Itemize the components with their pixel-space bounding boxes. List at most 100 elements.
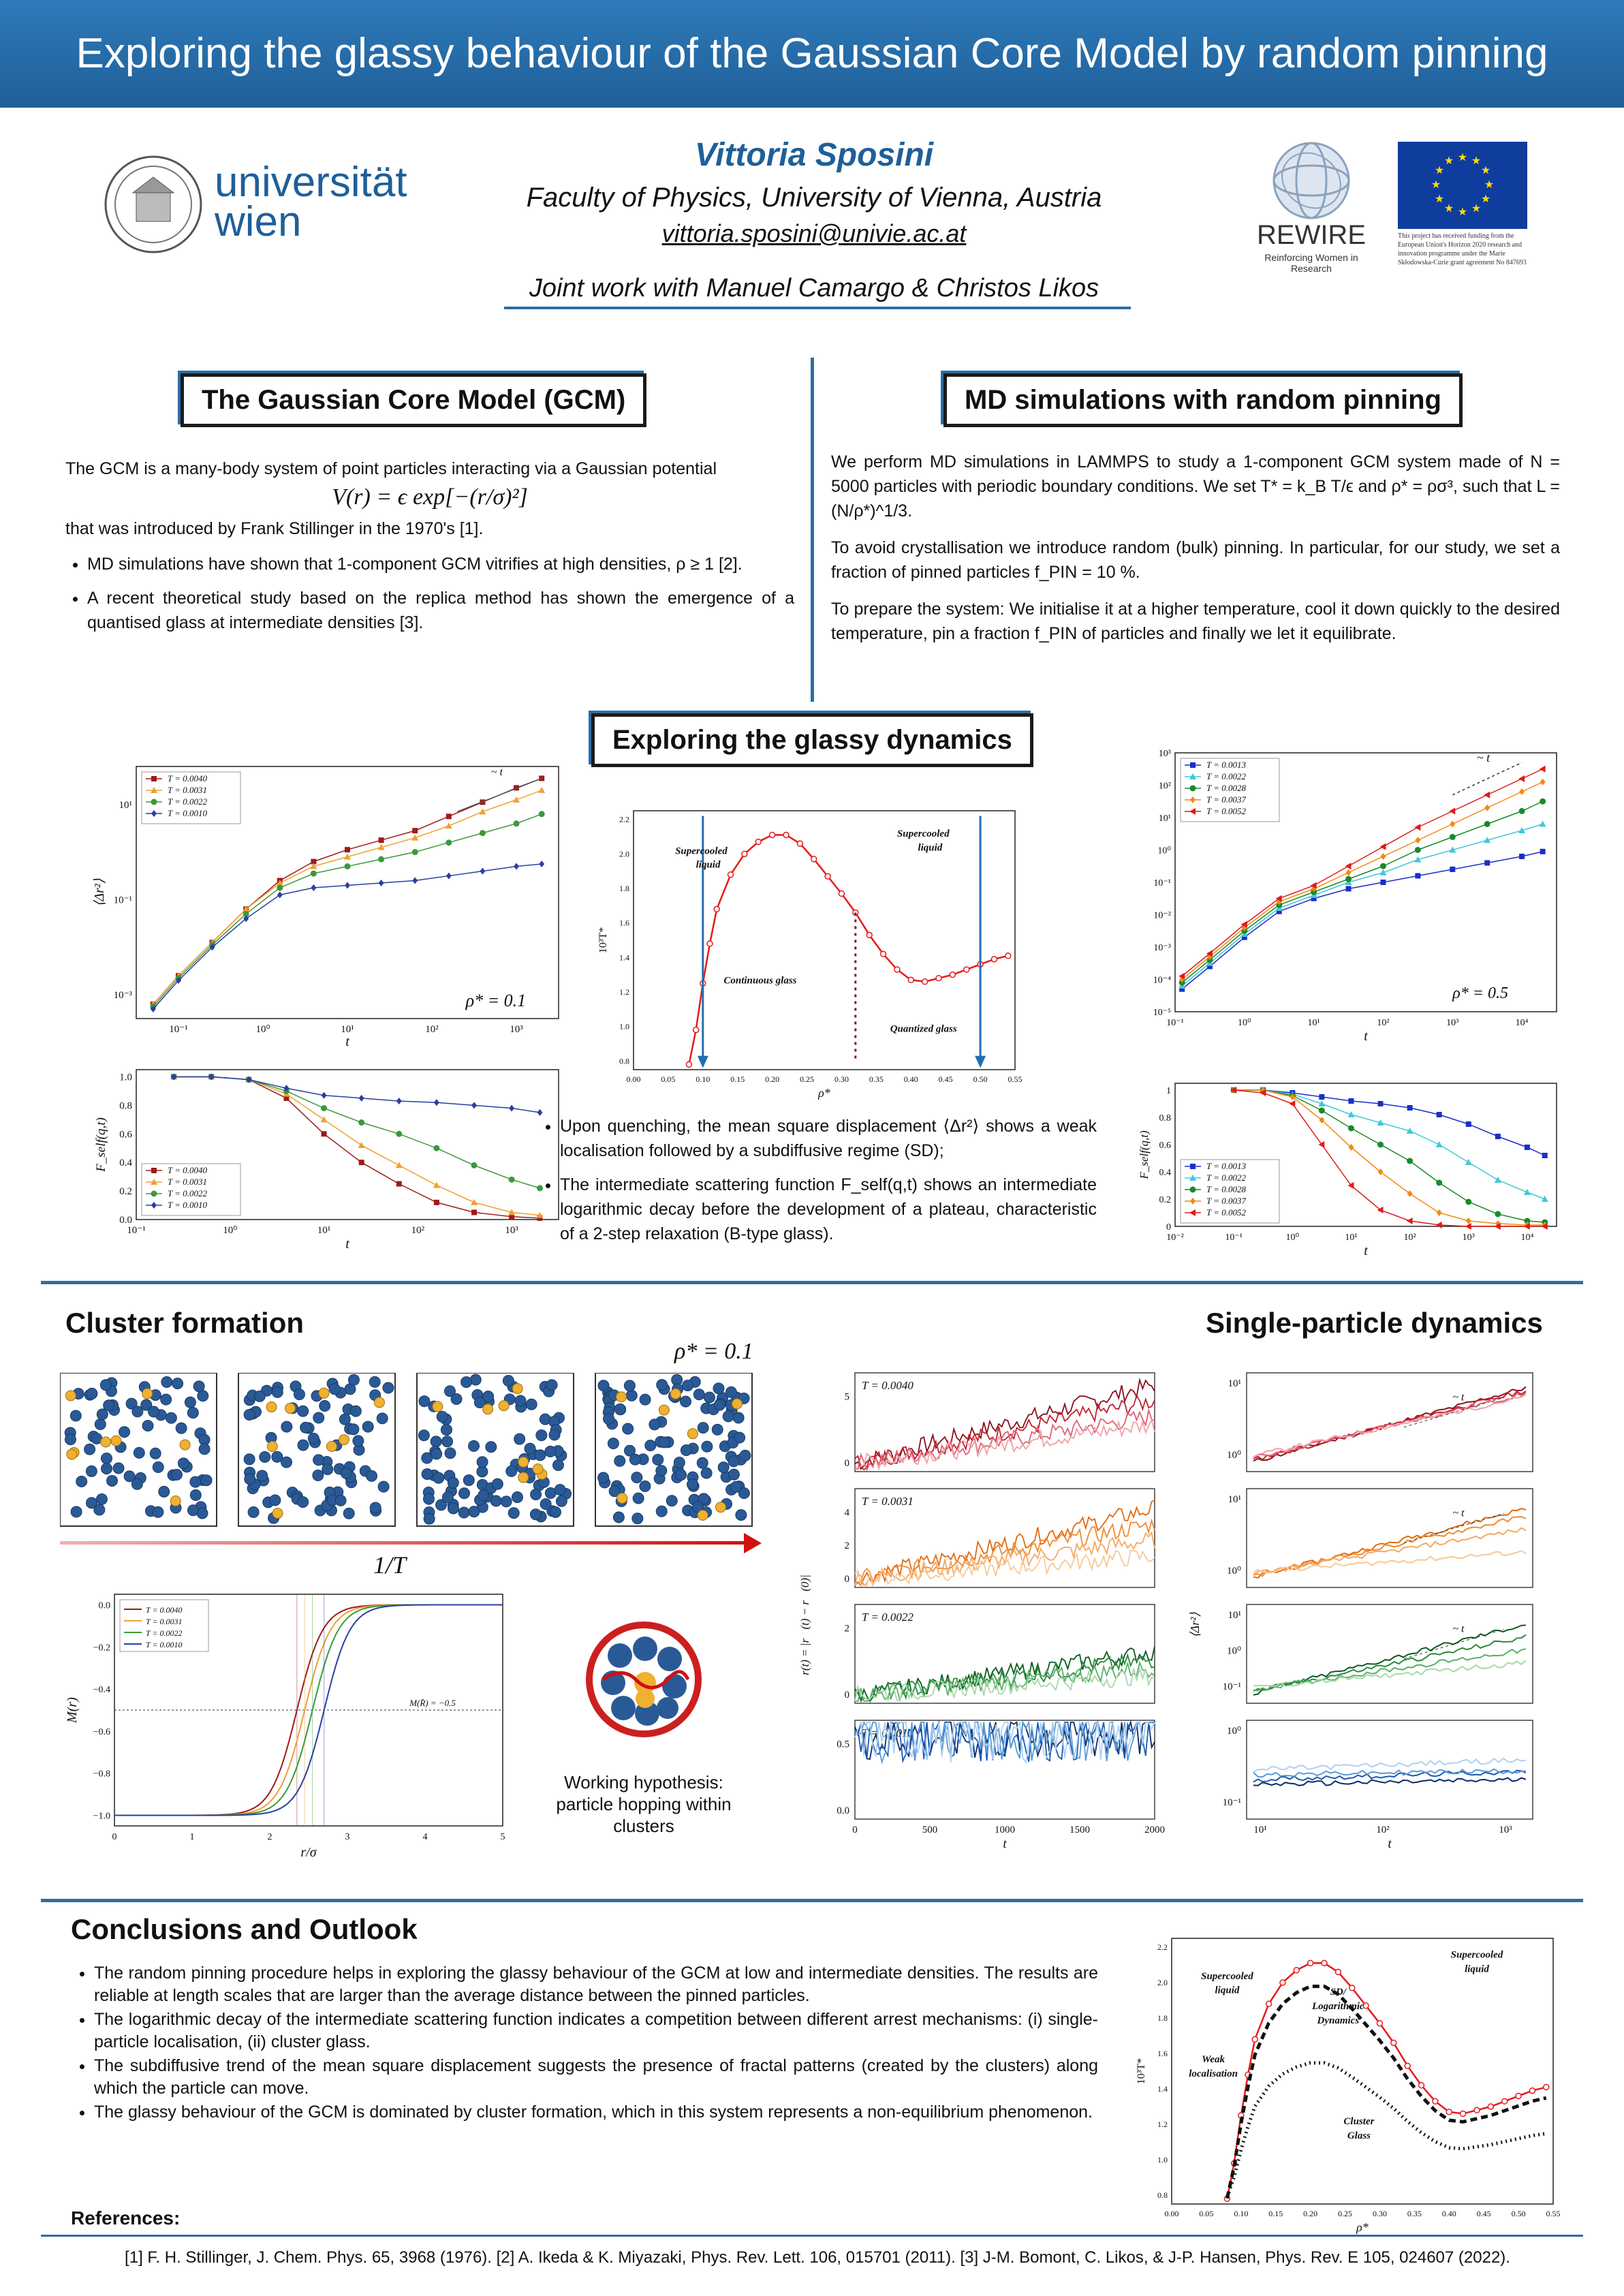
particle: [625, 1389, 638, 1401]
particle: [244, 1473, 256, 1485]
data-point: [171, 1073, 177, 1081]
svg-text:★: ★: [1481, 164, 1490, 176]
data-point: [1189, 773, 1196, 779]
cluster-boundary: [1225, 2061, 1547, 2198]
x-tick-label: 2000: [1144, 1825, 1165, 1835]
data-point: [1501, 2098, 1508, 2105]
x-tick-label: 10¹: [1345, 1232, 1357, 1243]
particle: [540, 1498, 552, 1510]
data-point: [471, 1209, 477, 1215]
x-tick-label: 10¹: [317, 1225, 331, 1236]
msd-line: [1253, 1393, 1527, 1459]
particle: [259, 1450, 271, 1463]
trajectory-line: [854, 1418, 1155, 1471]
particle: [435, 1499, 448, 1511]
particle: [485, 1441, 497, 1453]
data-point: [1379, 869, 1387, 875]
x-tick-label: 0.05: [661, 1074, 675, 1084]
y-tick-label: 0.4: [1159, 1168, 1172, 1178]
panel-frame: [854, 1372, 1155, 1472]
data-point: [509, 1104, 515, 1112]
particle: [70, 1506, 82, 1518]
eu-funding-text: This project has received funding from t…: [1398, 232, 1527, 266]
x-tick-label: 1: [190, 1832, 195, 1842]
particle: [243, 1453, 255, 1465]
y-tick-label: 2: [845, 1540, 850, 1551]
data-point: [538, 811, 545, 818]
hypothesis-caption: Working hypothesis: particle hopping wit…: [556, 1772, 732, 1836]
slope-label: ~ t: [1452, 1392, 1465, 1403]
data-point: [1487, 2103, 1495, 2110]
annotation: Continuous glass: [723, 975, 796, 986]
data-point: [151, 798, 157, 805]
particle: [96, 1408, 108, 1421]
particle: [444, 1447, 456, 1459]
particle: [739, 1449, 751, 1461]
pinned-particle: [170, 1495, 181, 1507]
y-tick-label: 0.8: [1157, 2190, 1168, 2200]
x-tick-label: 10³: [1463, 1232, 1475, 1243]
series-line: [1181, 823, 1543, 987]
slope-label: ~ t: [491, 766, 503, 778]
phase-line: [688, 834, 1009, 1065]
particle: [187, 1407, 199, 1419]
pinned-particle: [326, 1441, 337, 1453]
pinned-particle: [687, 1428, 698, 1440]
x-axis-label: t: [345, 1034, 349, 1049]
plot-frame: [136, 1069, 559, 1220]
data-point: [935, 974, 942, 982]
eu-flag: ★ ★ ★ ★ ★ ★ ★ ★ ★ ★ ★ ★: [1398, 142, 1527, 229]
x-axis-label: t: [345, 1237, 349, 1252]
data-point: [755, 838, 762, 846]
data-point: [151, 1168, 157, 1173]
plot-frame: [1174, 1083, 1557, 1227]
x-axis-label: r/σ: [300, 1845, 317, 1860]
y-tick-label: 1.0: [619, 1022, 629, 1031]
particle: [297, 1496, 309, 1508]
data-point: [706, 940, 713, 947]
annotation: Supercooled: [897, 828, 950, 839]
trajectory-line: [854, 1720, 1155, 1765]
x-axis-label: ρ*: [817, 1086, 830, 1100]
particle: [612, 1511, 625, 1523]
y-tick-label: 2.2: [1157, 1942, 1168, 1952]
y-tick-label: −0.8: [93, 1769, 110, 1780]
legend-label: T = 0.0037: [1206, 1196, 1247, 1206]
data-point: [1377, 1119, 1384, 1126]
pinned-particle: [65, 1390, 76, 1401]
data-point: [310, 863, 317, 869]
university-seal-icon: [104, 155, 202, 253]
particle: [64, 1433, 76, 1446]
particle: [319, 1400, 331, 1412]
particle: [421, 1452, 433, 1464]
data-point: [1484, 860, 1490, 866]
data-point: [1540, 848, 1546, 854]
particle: [603, 1413, 615, 1425]
pinned-particle: [518, 1456, 529, 1468]
y-tick-label: 0.6: [119, 1129, 132, 1140]
particle: [607, 1438, 619, 1450]
data-point: [377, 843, 385, 850]
md-text: We perform MD simulations in LAMMPS to s…: [831, 450, 1560, 646]
particle: [366, 1470, 378, 1482]
x-tick-label: 5: [501, 1832, 505, 1842]
particle: [436, 1410, 448, 1423]
particle: [534, 1449, 546, 1461]
legend-label: T = 0.0010: [168, 1200, 208, 1210]
data-point: [208, 1073, 215, 1081]
data-point: [471, 1102, 477, 1109]
pinned-particle: [272, 1508, 283, 1519]
x-tick-label: 0.30: [834, 1074, 849, 1084]
annotation: localisation: [1189, 2068, 1238, 2079]
series-line: [174, 1076, 540, 1113]
y-tick-label: −1.0: [93, 1812, 110, 1822]
data-point: [536, 1211, 544, 1218]
y-tick-label: 0.0: [99, 1600, 111, 1611]
author-email[interactable]: vittoria.sposini@univie.ac.at: [661, 219, 967, 247]
x-tick-label: 3: [345, 1832, 350, 1842]
data-point: [1005, 952, 1012, 959]
data-point: [1449, 807, 1456, 815]
pinned-particle: [715, 1502, 726, 1513]
gcm-origin: that was introduced by Frank Stillinger …: [65, 519, 484, 538]
data-point: [1406, 1128, 1414, 1134]
